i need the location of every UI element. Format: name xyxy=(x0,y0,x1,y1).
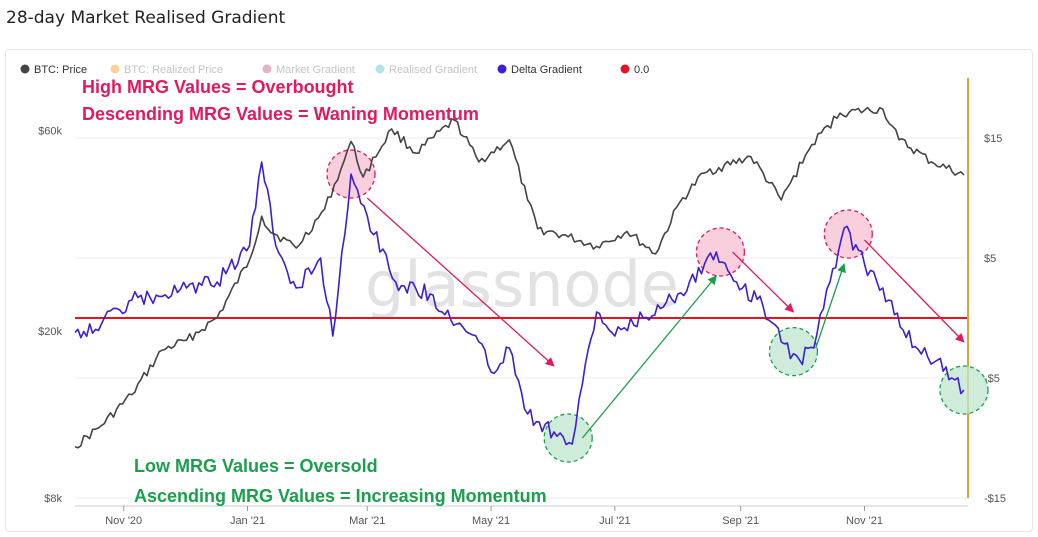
x-tick-label: Nov '21 xyxy=(846,515,883,527)
legend-swatch xyxy=(20,64,30,74)
arrow-oversold xyxy=(815,263,846,349)
legend-swatch xyxy=(497,64,507,74)
legend-item[interactable]: Realised Gradient xyxy=(375,64,478,76)
legend-swatch xyxy=(620,64,630,74)
arrow-overbought xyxy=(366,197,555,367)
legend-label: Market Gradient xyxy=(276,64,355,76)
y-left-tick-label: $20k xyxy=(38,326,62,338)
series-delta-gradient xyxy=(74,161,965,446)
page-title: 28-day Market Realised Gradient xyxy=(6,8,286,28)
y-left-tick-label: $8k xyxy=(44,493,62,505)
legend-item[interactable]: Delta Gradient xyxy=(497,64,582,76)
arrow-oversold xyxy=(581,275,717,439)
arrow-overbought xyxy=(732,251,795,313)
series-btc-price xyxy=(74,106,965,449)
y-right-tick-label: $5 xyxy=(984,253,996,265)
highlight-circle-overbought xyxy=(823,209,873,259)
chart-card xyxy=(5,49,1033,532)
x-tick-label: Sep '21 xyxy=(722,515,759,527)
legend-swatch xyxy=(262,64,272,74)
x-tick-label: May '21 xyxy=(472,515,510,527)
x-tick-label: Mar '21 xyxy=(349,515,385,527)
highlight-circle-overbought xyxy=(695,227,746,277)
legend-swatch xyxy=(110,64,120,74)
legend-label: 0.0 xyxy=(634,64,649,76)
legend-label: Delta Gradient xyxy=(511,64,582,76)
y-right-tick-label: -$5 xyxy=(984,373,1000,385)
watermark: glassnode xyxy=(365,248,679,321)
legend-label: BTC: Price xyxy=(34,64,87,76)
y-right-tick-label: -$15 xyxy=(984,493,1006,505)
annotation-oversold-2: Ascending MRG Values = Increasing Moment… xyxy=(134,486,547,506)
legend-item[interactable]: 0.0 xyxy=(620,64,650,76)
x-tick-label: Jul '21 xyxy=(599,515,630,527)
annotation-oversold-1: Low MRG Values = Oversold xyxy=(134,456,378,476)
legend-item[interactable]: BTC: Price xyxy=(20,64,88,76)
legend-item[interactable]: BTC: Realized Price xyxy=(110,64,224,76)
legend-label: BTC: Realized Price xyxy=(124,64,223,76)
y-left-tick-label: $60k xyxy=(38,125,62,137)
highlight-circle-oversold xyxy=(543,413,593,463)
arrow-overbought xyxy=(864,239,965,343)
x-tick-label: Nov '20 xyxy=(105,515,142,527)
annotation-overbought-2: Descending MRG Values = Waning Momentum xyxy=(82,104,479,124)
legend-label: Realised Gradient xyxy=(389,64,477,76)
x-tick-label: Jan '21 xyxy=(230,515,265,527)
legend-item[interactable]: Market Gradient xyxy=(262,64,355,76)
y-right-tick-label: $15 xyxy=(984,133,1002,145)
highlight-circle-oversold xyxy=(768,326,819,377)
legend-swatch xyxy=(375,64,385,74)
annotation-overbought-1: High MRG Values = Overbought xyxy=(82,77,354,97)
